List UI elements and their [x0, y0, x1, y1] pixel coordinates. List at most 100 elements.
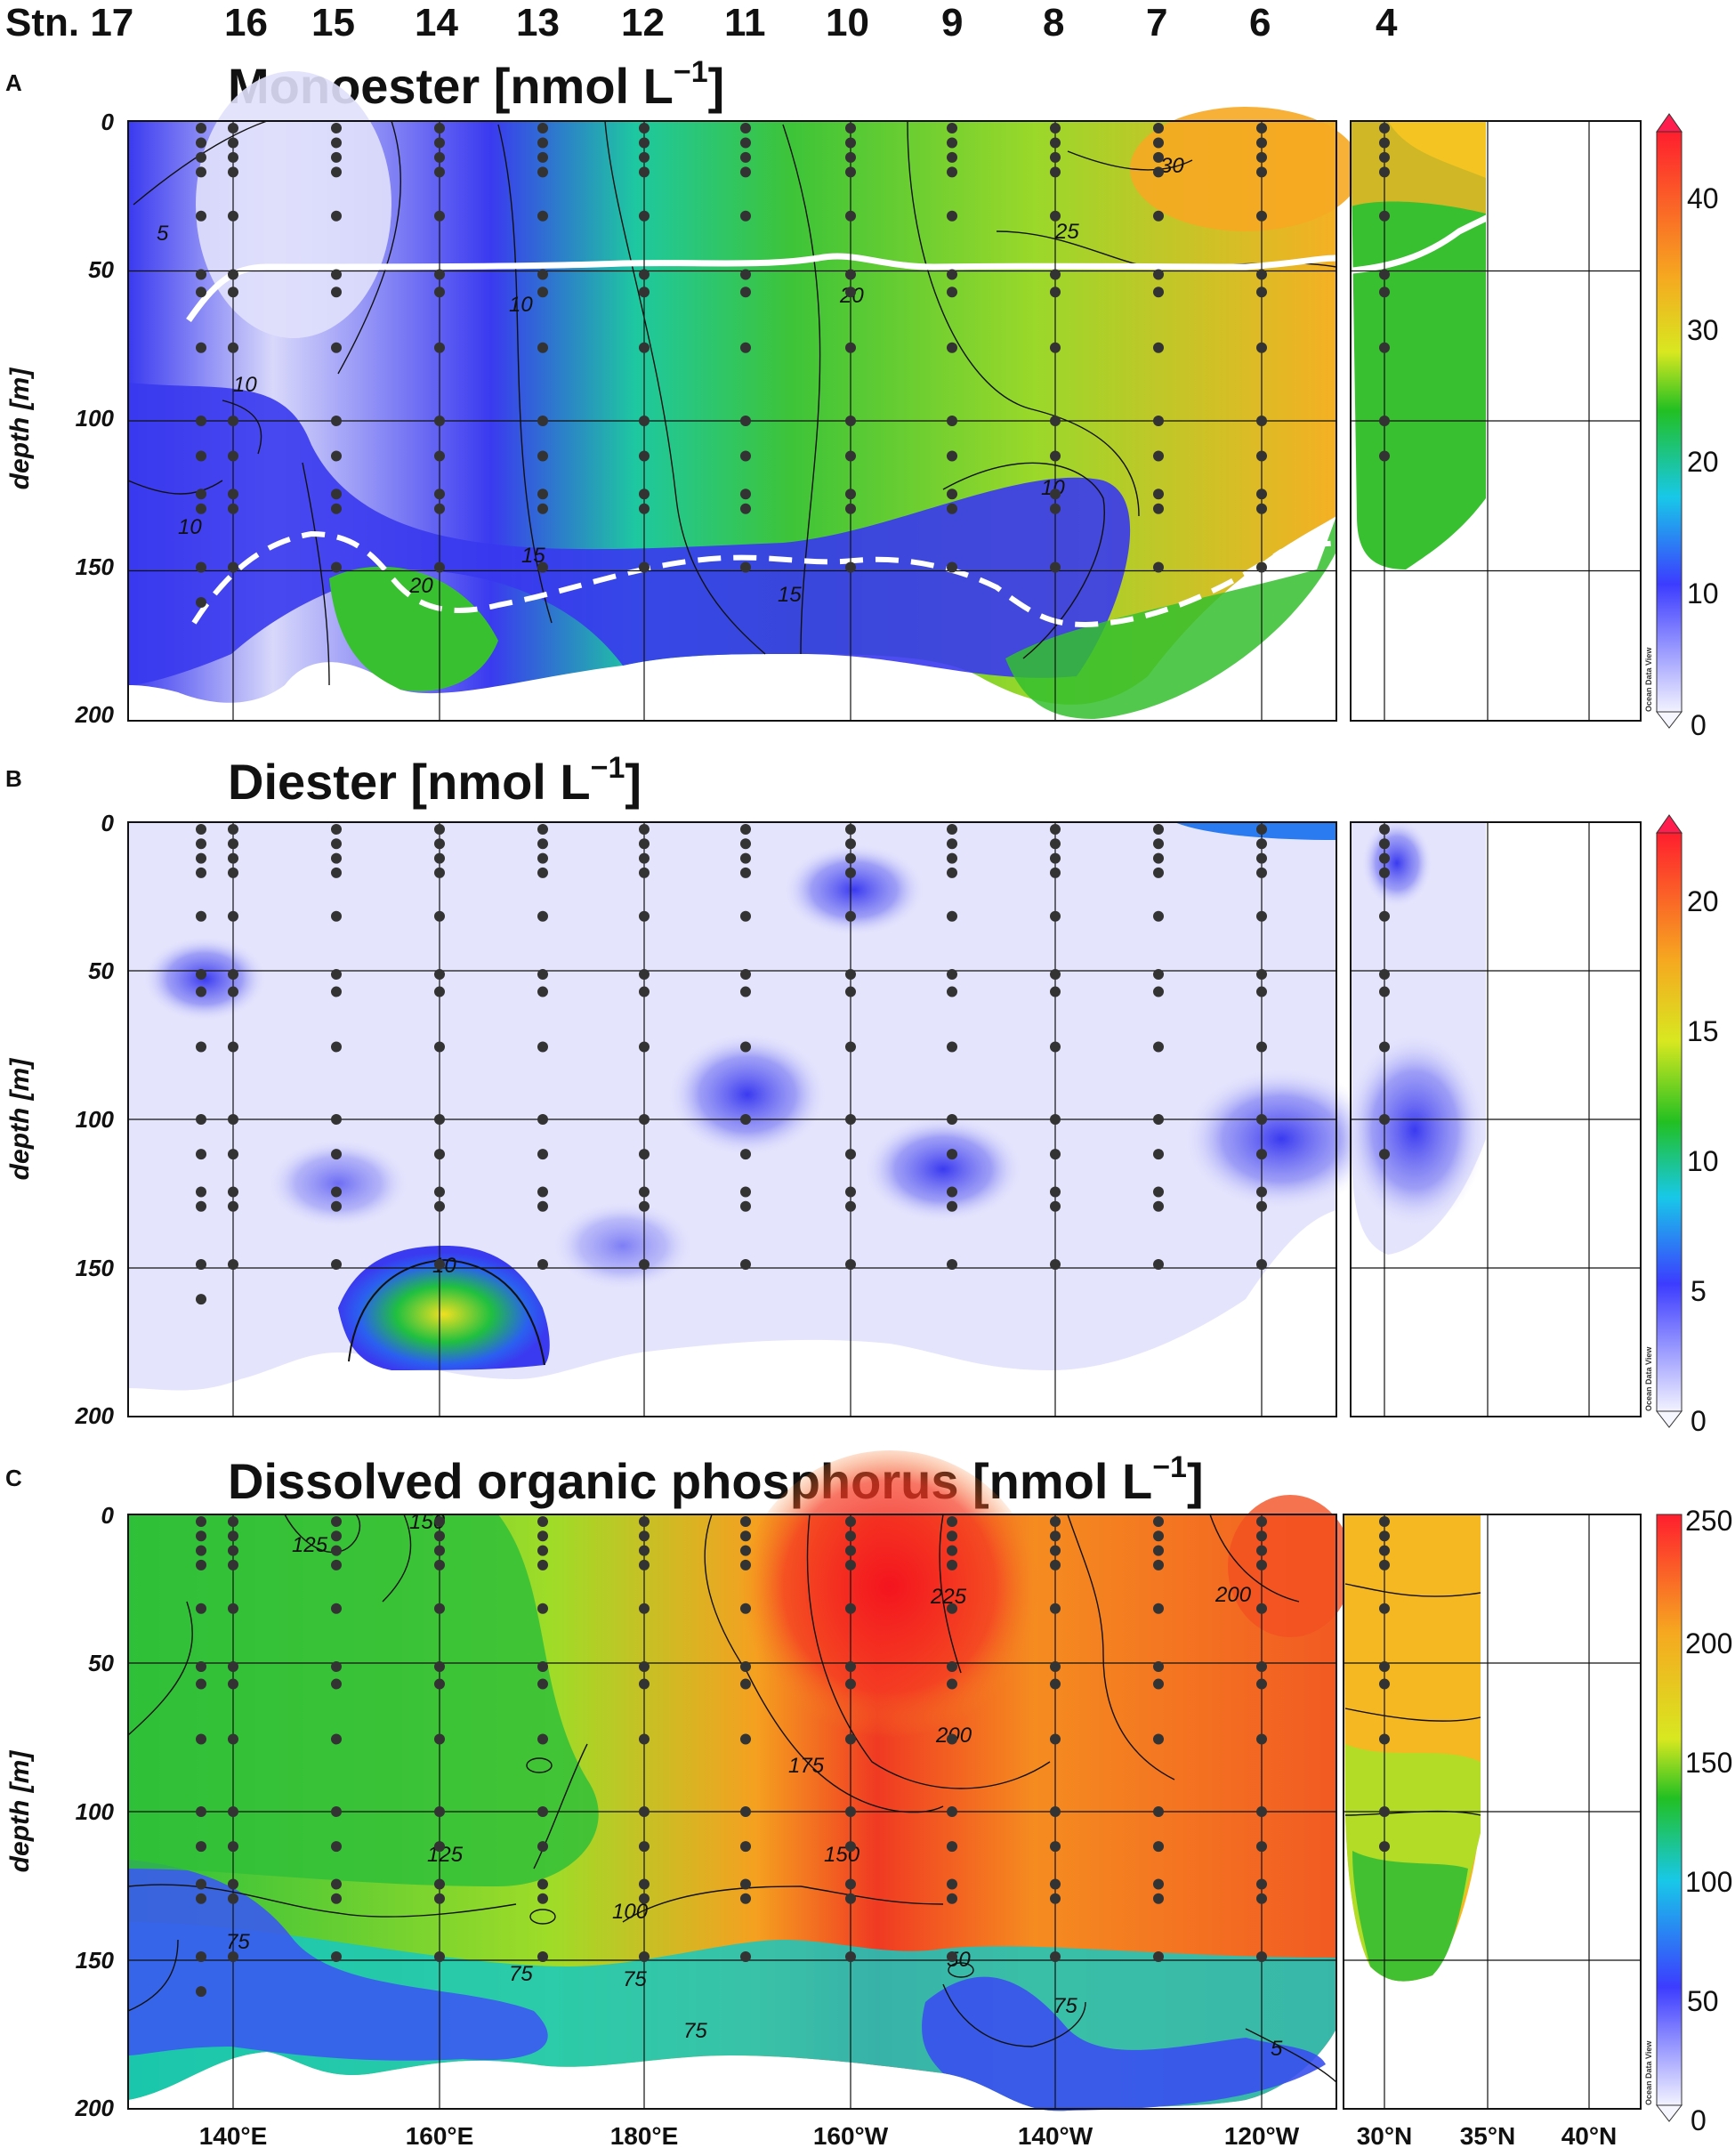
- sample-point: [1153, 561, 1164, 573]
- station-label: 12: [621, 1, 665, 44]
- sample-point: [434, 269, 445, 280]
- sample-point: [196, 969, 206, 980]
- sample-point: [947, 166, 957, 178]
- sample-point: [740, 1516, 751, 1527]
- sample-point: [331, 986, 342, 997]
- sample-point: [1256, 910, 1267, 922]
- sample-point: [845, 1149, 856, 1160]
- sample-point: [740, 489, 751, 500]
- sample-point: [331, 503, 342, 514]
- sample-point: [1256, 1186, 1267, 1198]
- sample-point: [947, 1733, 957, 1745]
- sample-point: [331, 969, 342, 980]
- colorbar-tick: 0: [1691, 2104, 1707, 2136]
- sample-point: [1050, 1114, 1061, 1125]
- sample-point: [845, 1200, 856, 1212]
- sample-point: [1153, 1186, 1164, 1198]
- sample-point: [434, 1149, 445, 1160]
- colorbar-top-triangle: [1656, 814, 1683, 834]
- sample-point: [845, 123, 856, 133]
- sample-point: [537, 1951, 548, 1962]
- contour-label: 20: [408, 574, 433, 598]
- sample-point: [331, 1041, 342, 1053]
- sample-point: [845, 1516, 856, 1527]
- sample-point: [1256, 1841, 1267, 1853]
- sample-point: [537, 867, 548, 878]
- sample-point: [331, 1806, 342, 1817]
- colorbar-bottom-triangle: [1655, 2104, 1683, 2122]
- sample-point: [1050, 151, 1061, 163]
- sample-point: [1050, 1041, 1061, 1053]
- sample-point: [740, 1806, 751, 1817]
- colorbar-tick: 15: [1687, 1015, 1719, 1047]
- sample-point: [1256, 1114, 1267, 1125]
- sample-point: [331, 1114, 342, 1125]
- sample-point: [1256, 561, 1267, 573]
- colorbar-credit: Ocean Data View: [1644, 647, 1653, 712]
- sample-point: [639, 561, 650, 573]
- sample-point: [740, 269, 751, 280]
- contour-label: 15: [778, 583, 802, 607]
- sample-point: [1256, 838, 1267, 850]
- x-tick-label: 160°W: [813, 2122, 889, 2150]
- sample-point: [845, 450, 856, 462]
- sample-point: [196, 450, 206, 462]
- sample-point: [1379, 824, 1390, 835]
- sample-point: [1379, 1603, 1390, 1614]
- sample-point: [740, 1878, 751, 1890]
- sample-point: [740, 287, 751, 298]
- sample-point: [228, 867, 238, 878]
- sample-point: [740, 137, 751, 149]
- sample-point: [845, 910, 856, 922]
- colorbar-tick: 10: [1687, 1145, 1719, 1177]
- colorbar-credit: Ocean Data View: [1644, 1346, 1653, 1411]
- sample-point: [537, 1200, 548, 1212]
- sample-point: [1153, 1149, 1164, 1160]
- sample-point: [331, 1603, 342, 1614]
- sample-point: [639, 1041, 650, 1053]
- sample-point: [537, 450, 548, 462]
- sample-point: [1379, 1733, 1390, 1745]
- sample-point: [196, 1186, 206, 1198]
- sample-point: [947, 137, 957, 149]
- contour-label: 75: [1053, 1994, 1077, 2018]
- y-tick-label: 50: [88, 256, 114, 283]
- sample-point: [639, 824, 650, 835]
- mixed-layer-line: [1352, 194, 1532, 274]
- sample-point: [1379, 1806, 1390, 1817]
- x-tick-label: 160°E: [406, 2122, 474, 2150]
- sample-point: [537, 1041, 548, 1053]
- sample-point: [331, 166, 342, 178]
- sample-point: [639, 969, 650, 980]
- sample-point: [740, 1200, 751, 1212]
- sample-point: [1050, 1530, 1061, 1542]
- sample-point: [537, 1530, 548, 1542]
- sample-point: [845, 1806, 856, 1817]
- sample-point: [228, 1841, 238, 1853]
- sample-point: [740, 1149, 751, 1160]
- sample-point: [228, 561, 238, 573]
- y-tick-label: 0: [101, 109, 115, 135]
- sample-point: [1050, 450, 1061, 462]
- sample-point: [196, 867, 206, 878]
- sample-point: [1153, 489, 1164, 500]
- sample-point: [639, 287, 650, 298]
- sample-point: [1153, 166, 1164, 178]
- sample-point: [331, 1516, 342, 1527]
- panel-letter: A: [5, 69, 22, 96]
- sample-point: [434, 489, 445, 500]
- sample-point: [196, 1841, 206, 1853]
- sample-point: [947, 210, 957, 222]
- sample-point: [537, 1259, 548, 1270]
- sample-point: [947, 1893, 957, 1904]
- sample-point: [1050, 166, 1061, 178]
- sample-point: [331, 1733, 342, 1745]
- sample-point: [1153, 986, 1164, 997]
- sample-point: [845, 1530, 856, 1542]
- sample-point: [947, 824, 957, 835]
- sample-point: [1050, 1951, 1061, 1962]
- sample-point: [1050, 1841, 1061, 1853]
- sample-point: [1153, 1041, 1164, 1053]
- mixed-layer-line: [186, 253, 1337, 323]
